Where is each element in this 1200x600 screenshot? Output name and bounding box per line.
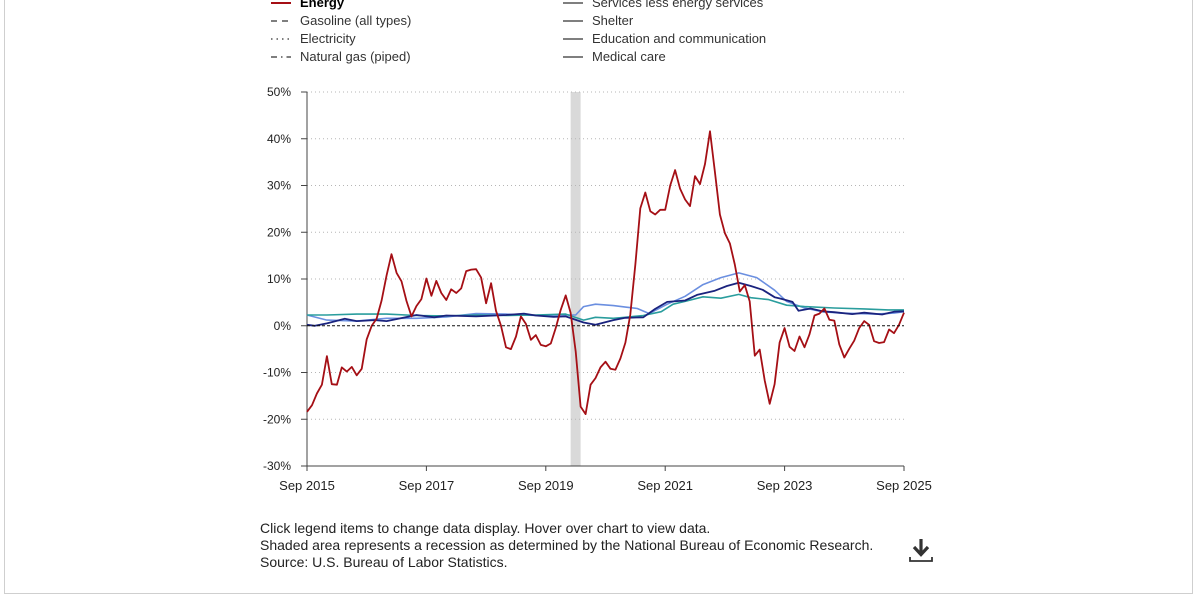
y-tick-label: 0% — [274, 319, 292, 333]
legend-label: Services less energy services — [592, 0, 764, 10]
y-tick-label: 40% — [267, 132, 291, 146]
y-tick-label: -30% — [263, 459, 291, 473]
legend-swatch — [563, 2, 583, 4]
legend-swatch — [271, 38, 291, 40]
y-tick-label: 30% — [267, 179, 291, 193]
legend-item-gasoline-all-types[interactable]: Gasoline (all types) — [270, 12, 411, 30]
y-tick-label: 10% — [267, 272, 291, 286]
legend-swatch — [563, 38, 583, 40]
note-source: Source: U.S. Bureau of Labor Statistics. — [260, 554, 508, 570]
chart-frame — [4, 0, 1193, 594]
x-tick-label: Sep 2015 — [279, 478, 335, 493]
legend-item-services-less-energy-services[interactable]: Services less energy services — [562, 0, 766, 12]
note-recession: Shaded area represents a recession as de… — [260, 537, 874, 553]
legend-swatch — [563, 56, 583, 58]
legend-label: Electricity — [300, 31, 356, 46]
y-tick-label: 50% — [267, 85, 291, 99]
x-tick-label: Sep 2025 — [876, 478, 932, 493]
legend-label: Medical care — [592, 49, 666, 64]
series-line-medical-care-teal — [307, 293, 904, 321]
legend-label: Gasoline (all types) — [300, 13, 412, 28]
y-tick-label: -10% — [263, 366, 291, 380]
x-tick-label: Sep 2023 — [757, 478, 813, 493]
x-tick-label: Sep 2017 — [399, 478, 455, 493]
legend-item-education-and-communication[interactable]: Education and communication — [562, 30, 766, 48]
legend-right: Services less energy services Shelter Educ… — [562, 0, 766, 66]
legend-left: Energy Gasoline (all types) Electricity Nat… — [270, 0, 411, 66]
legend-swatch — [271, 20, 291, 22]
legend-item-natural-gas-piped[interactable]: Natural gas (piped) — [270, 48, 411, 66]
x-tick-label: Sep 2019 — [518, 478, 574, 493]
note-interaction: Click legend items to change data displa… — [260, 520, 711, 536]
download-icon[interactable] — [906, 536, 936, 566]
line-chart[interactable]: 50% 40% 30% 20% 10% 0% -10% -20% -30% Sep 2015 Sep… — [0, 0, 1200, 510]
y-tick-label: 20% — [267, 225, 291, 239]
legend-swatch — [563, 20, 583, 22]
legend-item-medical-care[interactable]: Medical care — [562, 48, 766, 66]
y-tick-label: -20% — [263, 412, 291, 426]
chart-notes: Click legend items to change data displa… — [260, 520, 873, 571]
series-line-energy — [306, 130, 905, 415]
legend-swatch — [271, 56, 291, 58]
legend-label: Shelter — [592, 13, 634, 28]
legend-label: Natural gas (piped) — [300, 49, 411, 64]
legend-item-shelter[interactable]: Shelter — [562, 12, 766, 30]
x-tick-label: Sep 2021 — [637, 478, 693, 493]
legend-swatch — [271, 2, 291, 4]
legend-label: Energy — [300, 0, 345, 10]
legend-item-energy[interactable]: Energy — [270, 0, 411, 12]
legend-label: Education and communication — [592, 31, 767, 46]
legend-item-electricity[interactable]: Electricity — [270, 30, 411, 48]
